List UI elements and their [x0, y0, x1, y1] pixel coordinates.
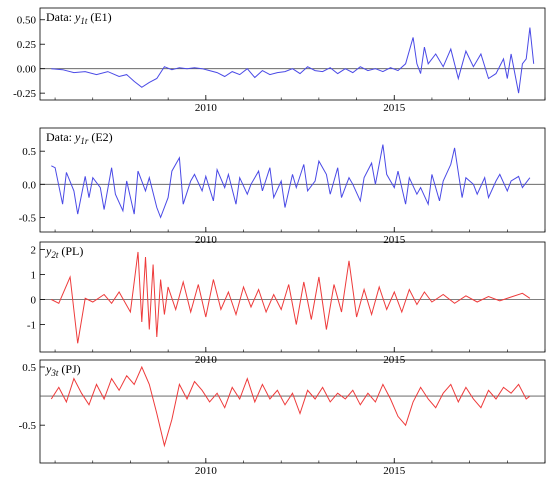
x-tick-label: 2010: [195, 465, 218, 477]
y-tick-label: -0.5: [19, 212, 37, 224]
x-tick-label: 2010: [195, 102, 218, 114]
y-tick-label: -0.25: [13, 88, 36, 100]
y-tick-label: 0.5: [22, 362, 36, 374]
title-suffix: (E2): [88, 130, 112, 144]
y-tick-label: 0.5: [22, 146, 36, 158]
series-line: [50, 365, 531, 448]
x-tick-label: 2015: [383, 465, 406, 477]
title-subscript: 2t: [51, 250, 59, 260]
y-tick-label: 0.25: [17, 39, 37, 51]
panel-1: 0.50 0.25 0.00 -0.25 2010 2015 Data: y1t (E1): [13, 7, 546, 114]
title-subscript: 3t: [50, 368, 59, 378]
title-prefix: Data:: [46, 10, 75, 24]
panel-frame: [39, 241, 546, 353]
panel-title: Data: y1t (E1): [46, 10, 112, 26]
panel-frame: [39, 127, 546, 233]
y-tick-label: 0.00: [17, 64, 37, 76]
panel-2: 0.5 0.0 -0.5 2010 2015 Data: y1r (E2): [19, 127, 546, 246]
title-prefix: Data:: [46, 130, 75, 144]
panel-title: y2t (PL): [45, 244, 83, 260]
title-variable: y: [74, 10, 81, 24]
panel-title: y3t (PJ): [45, 362, 81, 378]
title-variable: y: [45, 362, 52, 376]
x-tick-label: 2015: [383, 234, 406, 246]
title-suffix: (E1): [87, 10, 111, 24]
title-subscript: 1r: [80, 136, 89, 146]
x-tick-label: 2010: [195, 234, 218, 246]
series-line: [51, 144, 531, 219]
panel-frame: [39, 7, 546, 101]
panel-4: 0.5 -0.5 2010 2015 y3t (PJ): [19, 359, 546, 477]
series-line: [51, 251, 531, 344]
x-tick-label: 2015: [383, 102, 406, 114]
panel-frame: [39, 359, 546, 464]
title-subscript: 1t: [80, 16, 88, 26]
title-variable: y: [45, 244, 52, 258]
y-tick-label: -0.5: [19, 420, 37, 432]
title-suffix: (PJ): [58, 362, 80, 376]
y-tick-label: -1: [27, 320, 36, 332]
y-tick-label: 0.0: [22, 179, 36, 191]
y-tick-label: 1: [31, 270, 37, 282]
title-suffix: (PL): [58, 244, 83, 258]
y-tick-label: 0.50: [17, 15, 37, 27]
panel-title: Data: y1r (E2): [46, 130, 113, 146]
y-tick-label: 0: [31, 295, 37, 307]
series-line: [51, 27, 535, 94]
y-tick-label: 2: [31, 245, 37, 257]
title-variable: y: [74, 130, 81, 144]
